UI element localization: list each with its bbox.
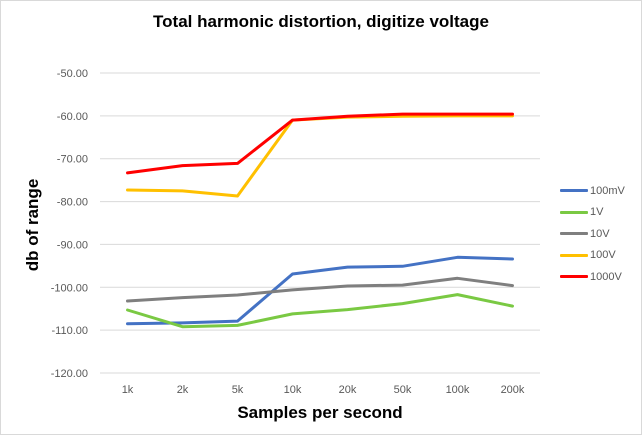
- legend-item: 100V: [560, 245, 625, 267]
- x-tick-labels: 1k 2k 5k 10k 20k 50k 100k 200k: [122, 384, 525, 396]
- legend-label: 100mV: [590, 184, 625, 197]
- series-lines: [126, 112, 514, 329]
- series-line-100V: [126, 114, 514, 198]
- legend-item: 1000V: [560, 266, 625, 288]
- legend-item: 10V: [560, 223, 625, 245]
- y-tick-label: -80.00: [57, 197, 88, 209]
- chart-title: Total harmonic distortion, digitize volt…: [153, 12, 489, 31]
- x-tick-label: 1k: [122, 384, 134, 396]
- y-tick-label: -120.00: [51, 368, 88, 380]
- x-tick-label: 200k: [501, 384, 525, 396]
- y-tick-label: -100.00: [51, 282, 88, 294]
- legend-label: 10V: [590, 227, 610, 240]
- y-tick-label: -110.00: [52, 325, 89, 337]
- legend-swatch: [560, 189, 588, 193]
- x-axis-label: Samples per second: [237, 403, 403, 422]
- y-tick-labels: -50.00 -60.00 -70.00 -80.00 -90.00 -100.00 -11…: [51, 68, 88, 380]
- legend-label: 1V: [590, 206, 604, 219]
- y-tick-label: -60.00: [57, 111, 88, 123]
- x-tick-label: 10k: [284, 384, 302, 396]
- x-tick-label: 2k: [177, 384, 189, 396]
- y-tick-label: -50.00: [57, 68, 88, 80]
- x-tick-label: 20k: [339, 384, 357, 396]
- y-tick-label: -70.00: [57, 154, 88, 166]
- legend-swatch: [560, 210, 588, 214]
- series-line-10V: [126, 276, 514, 303]
- x-tick-label: 100k: [446, 384, 470, 396]
- legend-swatch: [560, 275, 588, 279]
- legend-item: 1V: [560, 202, 625, 224]
- legend-swatch: [560, 232, 588, 236]
- y-tick-label: -90.00: [57, 239, 88, 251]
- legend: 100mV 1V 10V 100V 1000V: [560, 180, 625, 288]
- x-tick-label: 5k: [232, 384, 244, 396]
- x-tick-label: 50k: [394, 384, 412, 396]
- legend-label: 1000V: [590, 270, 622, 283]
- series-line-1V: [126, 293, 514, 329]
- series-line-100mV: [126, 255, 514, 326]
- legend-item: 100mV: [560, 180, 625, 202]
- legend-label: 100V: [590, 249, 616, 262]
- series-line-1000V: [126, 112, 514, 175]
- legend-swatch: [560, 253, 588, 257]
